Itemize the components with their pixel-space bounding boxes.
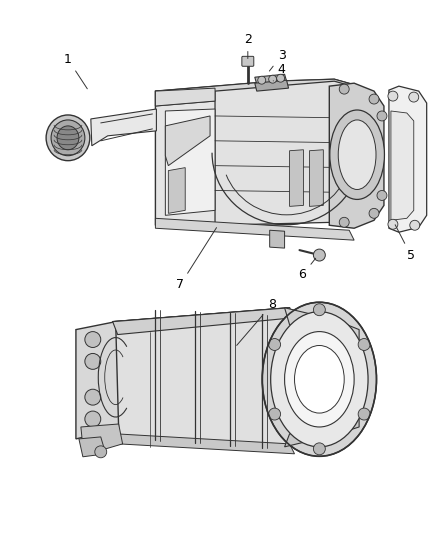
Circle shape (95, 446, 106, 458)
Polygon shape (215, 81, 358, 225)
Polygon shape (269, 230, 284, 248)
Ellipse shape (294, 345, 343, 413)
Circle shape (357, 408, 369, 420)
Circle shape (85, 332, 101, 348)
Circle shape (268, 338, 280, 351)
Polygon shape (254, 74, 286, 84)
Polygon shape (284, 308, 358, 344)
Text: 3: 3 (269, 49, 285, 71)
Polygon shape (168, 168, 185, 213)
Polygon shape (155, 219, 353, 240)
Circle shape (313, 304, 325, 316)
Polygon shape (113, 308, 294, 335)
Polygon shape (165, 116, 209, 166)
Circle shape (85, 353, 101, 369)
Circle shape (368, 208, 378, 219)
Circle shape (276, 74, 284, 82)
Circle shape (409, 220, 419, 230)
Polygon shape (155, 88, 215, 106)
Polygon shape (91, 109, 156, 146)
Ellipse shape (337, 120, 375, 190)
Polygon shape (254, 80, 288, 91)
Polygon shape (289, 150, 303, 206)
Polygon shape (81, 424, 122, 449)
Circle shape (376, 190, 386, 200)
Circle shape (313, 443, 325, 455)
Polygon shape (79, 437, 106, 457)
Circle shape (339, 84, 348, 94)
Circle shape (368, 94, 378, 104)
Ellipse shape (329, 110, 384, 199)
Ellipse shape (261, 302, 376, 456)
Text: 2: 2 (244, 33, 251, 59)
Polygon shape (165, 109, 215, 215)
Circle shape (387, 219, 397, 229)
Polygon shape (113, 308, 289, 447)
Ellipse shape (57, 126, 79, 150)
Ellipse shape (284, 332, 353, 427)
Text: 7: 7 (176, 228, 216, 292)
Text: 4: 4 (273, 63, 285, 81)
Polygon shape (328, 83, 383, 228)
Circle shape (387, 91, 397, 101)
Ellipse shape (46, 115, 90, 160)
Circle shape (85, 411, 101, 427)
Polygon shape (284, 414, 358, 447)
Circle shape (408, 92, 418, 102)
Polygon shape (390, 111, 413, 220)
Polygon shape (117, 434, 294, 454)
Ellipse shape (270, 312, 367, 447)
Circle shape (85, 389, 101, 405)
Text: 8: 8 (236, 298, 275, 345)
Ellipse shape (51, 120, 85, 156)
Polygon shape (155, 79, 358, 106)
Circle shape (376, 111, 386, 121)
FancyBboxPatch shape (241, 56, 253, 66)
Circle shape (268, 408, 280, 420)
Circle shape (357, 338, 369, 351)
Circle shape (268, 75, 276, 83)
Polygon shape (309, 150, 323, 206)
Polygon shape (388, 86, 426, 232)
Text: 5: 5 (394, 225, 414, 262)
Circle shape (257, 76, 265, 84)
Text: 1: 1 (64, 53, 87, 89)
Text: 6: 6 (298, 259, 315, 281)
Polygon shape (155, 79, 358, 225)
Circle shape (313, 249, 325, 261)
Polygon shape (76, 321, 118, 439)
Circle shape (339, 217, 348, 227)
